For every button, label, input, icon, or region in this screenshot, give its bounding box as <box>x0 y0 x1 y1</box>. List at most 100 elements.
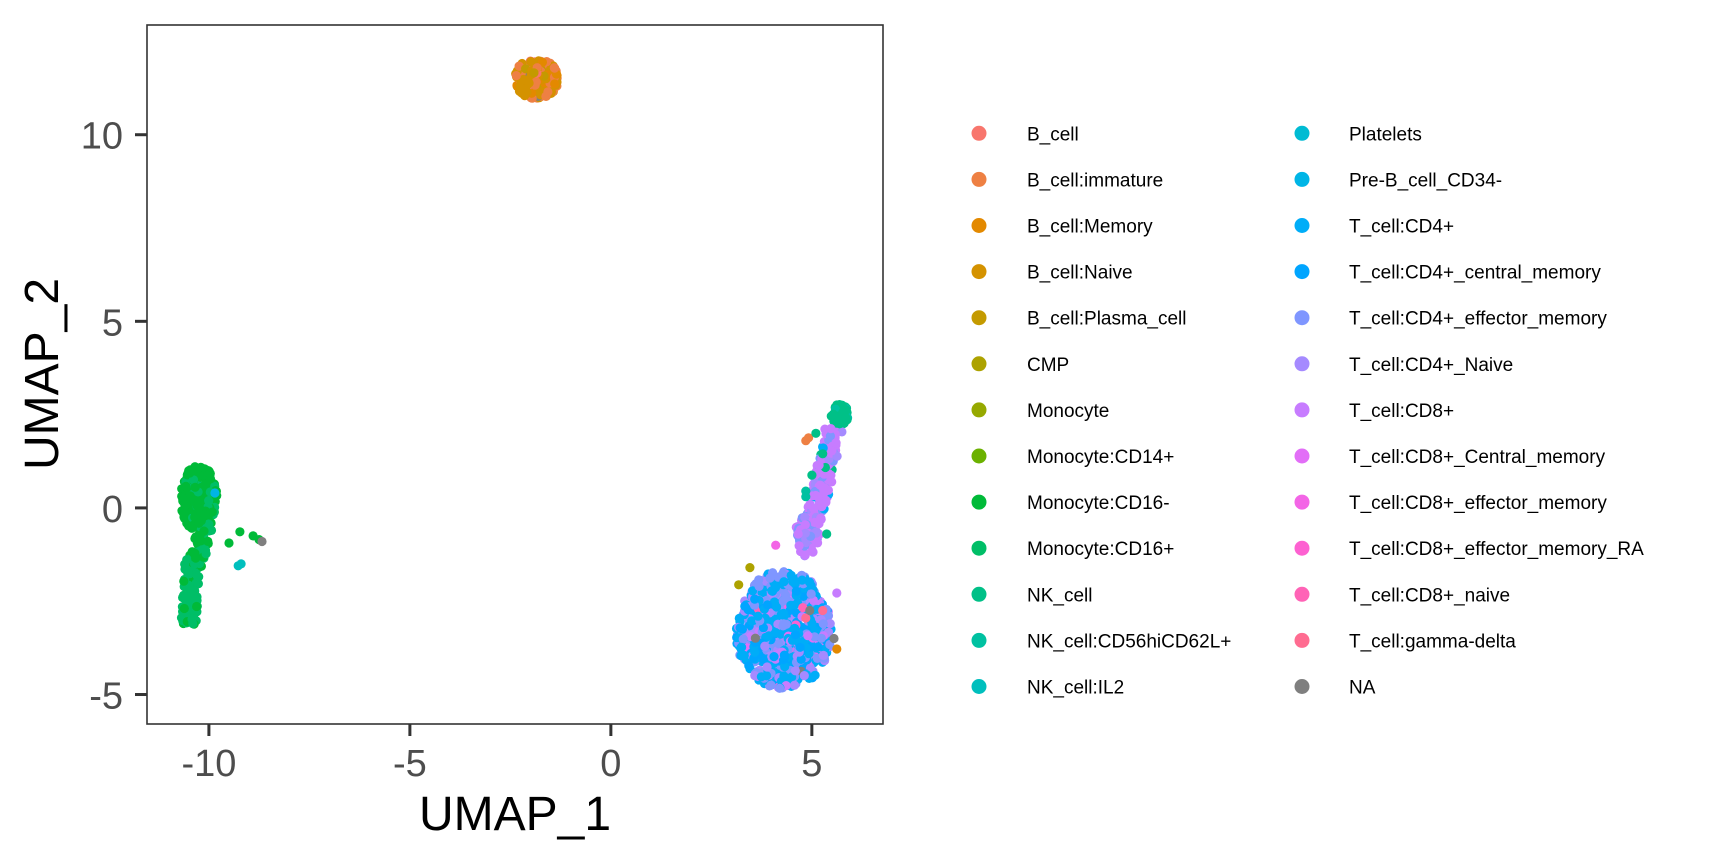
data-point <box>762 671 772 681</box>
legend-key-dot-icon <box>1294 494 1310 510</box>
legend-item: T_cell:CD4+_central_memory <box>1294 263 1601 284</box>
data-point <box>797 575 807 585</box>
legend-key-dot-icon <box>971 264 987 280</box>
x-axis-title: UMAP_1 <box>419 788 611 841</box>
legend-key-dot-icon <box>971 494 987 510</box>
legend-label: T_cell:CD8+ <box>1349 401 1454 422</box>
legend-key-dot-icon <box>1294 356 1310 372</box>
legend-label: B_cell:Naive <box>1027 263 1133 284</box>
legend-item: T_cell:CD8+_effector_memory <box>1294 493 1607 514</box>
legend-item: B_cell:immature <box>971 170 1163 191</box>
data-point <box>823 485 834 495</box>
y-tick-label: 10 <box>81 116 123 158</box>
data-point <box>779 650 790 660</box>
y-tick-label: 0 <box>102 489 123 531</box>
data-point <box>765 573 775 583</box>
y-axis: -5 0 5 10 <box>81 116 147 718</box>
legend-key-dot-icon <box>1294 540 1310 556</box>
legend-key-dot-icon <box>1294 402 1310 418</box>
data-point <box>257 536 267 547</box>
data-point <box>832 644 842 654</box>
data-point <box>760 641 770 651</box>
legend-item: NK_cell:CD56hiCD62L+ <box>971 631 1231 652</box>
data-point <box>805 500 815 510</box>
data-point <box>807 546 817 556</box>
data-point <box>511 71 521 81</box>
legend-key-dot-icon <box>971 632 987 648</box>
plot-panel-border <box>146 24 884 725</box>
legend-label: NK_cell:IL2 <box>1027 678 1124 699</box>
data-point <box>734 580 744 590</box>
data-point <box>814 460 824 470</box>
legend-label: T_cell:gamma-delta <box>1349 631 1516 652</box>
data-point <box>188 475 199 485</box>
data-point <box>769 597 780 607</box>
data-point <box>178 507 188 517</box>
data-point <box>796 654 806 665</box>
data-point <box>758 623 769 633</box>
data-point <box>737 642 747 652</box>
data-point <box>207 507 217 517</box>
data-point <box>779 577 789 587</box>
legend-item: Monocyte <box>971 401 1109 422</box>
legend-key-dot-icon <box>971 310 987 326</box>
data-point <box>816 514 826 525</box>
legend-label: T_cell:CD8+_effector_memory <box>1349 493 1607 514</box>
data-point <box>236 559 246 569</box>
data-point <box>800 512 810 523</box>
data-point <box>748 586 758 596</box>
data-point <box>825 619 835 629</box>
data-point <box>235 527 245 537</box>
data-point <box>790 630 801 640</box>
legend-key-dot-icon <box>1294 679 1310 694</box>
data-point <box>800 550 810 560</box>
data-point <box>529 68 539 78</box>
legend-key-dot-icon <box>971 679 987 694</box>
legend-label: CMP <box>1027 355 1069 376</box>
legend-key-dot-icon <box>1294 218 1310 233</box>
legend-label: B_cell:Plasma_cell <box>1027 309 1186 330</box>
data-point <box>818 449 828 459</box>
legend-item: Platelets <box>1294 124 1422 145</box>
data-point <box>737 624 748 634</box>
data-point <box>826 424 836 434</box>
data-point <box>193 496 203 506</box>
data-point <box>188 619 198 629</box>
data-point <box>179 576 189 586</box>
legend-label: Monocyte:CD16+ <box>1027 539 1174 560</box>
data-point <box>745 563 755 573</box>
data-point <box>799 671 809 681</box>
data-point <box>832 588 842 598</box>
data-point <box>734 613 744 624</box>
legend-label: T_cell:CD8+_naive <box>1349 585 1510 606</box>
data-point <box>794 541 804 551</box>
data-point <box>550 63 560 73</box>
legend-label: Monocyte <box>1027 401 1109 422</box>
data-point <box>190 594 200 605</box>
legend-item: T_cell:CD8+_naive <box>1294 585 1510 606</box>
data-point <box>811 490 821 501</box>
points-layer <box>176 56 853 693</box>
data-point <box>804 433 814 443</box>
legend-key-dot-icon <box>1294 264 1310 280</box>
data-point <box>194 503 204 513</box>
legend-label: NK_cell:CD56hiCD62L+ <box>1027 631 1231 652</box>
data-point <box>190 482 200 492</box>
data-point <box>790 666 800 676</box>
data-point <box>224 538 234 548</box>
data-point <box>795 642 805 652</box>
data-point <box>192 537 202 547</box>
data-point <box>767 586 777 596</box>
data-point <box>526 57 536 67</box>
legend-key-dot-icon <box>971 586 987 602</box>
legend-label: B_cell <box>1027 124 1079 145</box>
legend-item: B_cell <box>971 124 1079 145</box>
legend-key-dot-icon <box>971 402 987 418</box>
data-point <box>764 631 774 641</box>
legend-label: B_cell:immature <box>1027 170 1163 191</box>
data-point <box>813 642 823 652</box>
data-point <box>780 662 790 672</box>
data-point <box>747 616 757 626</box>
legend-key-dot-icon <box>971 125 987 141</box>
data-point <box>740 601 750 611</box>
